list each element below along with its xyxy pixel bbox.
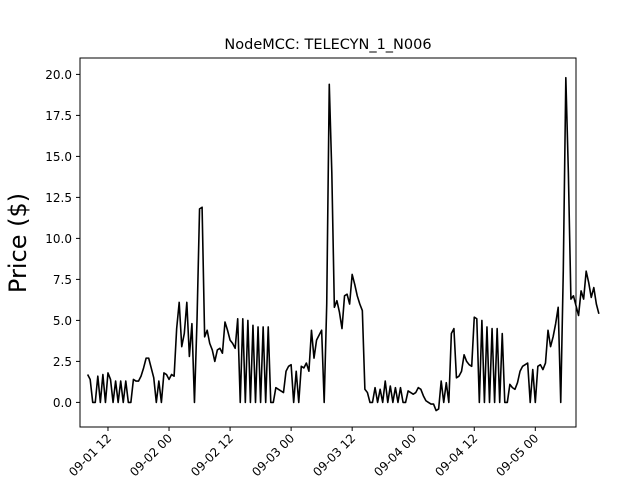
- y-tick-label: 12.5: [45, 191, 72, 205]
- y-tick-label: 5.0: [53, 314, 72, 328]
- y-axis-label: Price ($): [4, 193, 32, 293]
- series-line: [86, 76, 600, 412]
- chart-title: NodeMCC: TELECYN_1_N006: [224, 37, 431, 53]
- y-tick-label: 20.0: [45, 68, 72, 82]
- y-axis-ticks: 0.0 2.5 5.0 7.5 10.0 12.5 15.0 17.5 20.0: [45, 68, 80, 410]
- y-tick-label: 7.5: [53, 273, 72, 287]
- y-tick-label: 0.0: [53, 396, 72, 410]
- y-tick-label: 10.0: [45, 232, 72, 246]
- y-tick-label: 17.5: [45, 109, 72, 123]
- y-tick-label: 15.0: [45, 150, 72, 164]
- y-tick-label: 2.5: [53, 355, 72, 369]
- plot-area: [86, 76, 600, 412]
- axes-frame: [79, 57, 577, 428]
